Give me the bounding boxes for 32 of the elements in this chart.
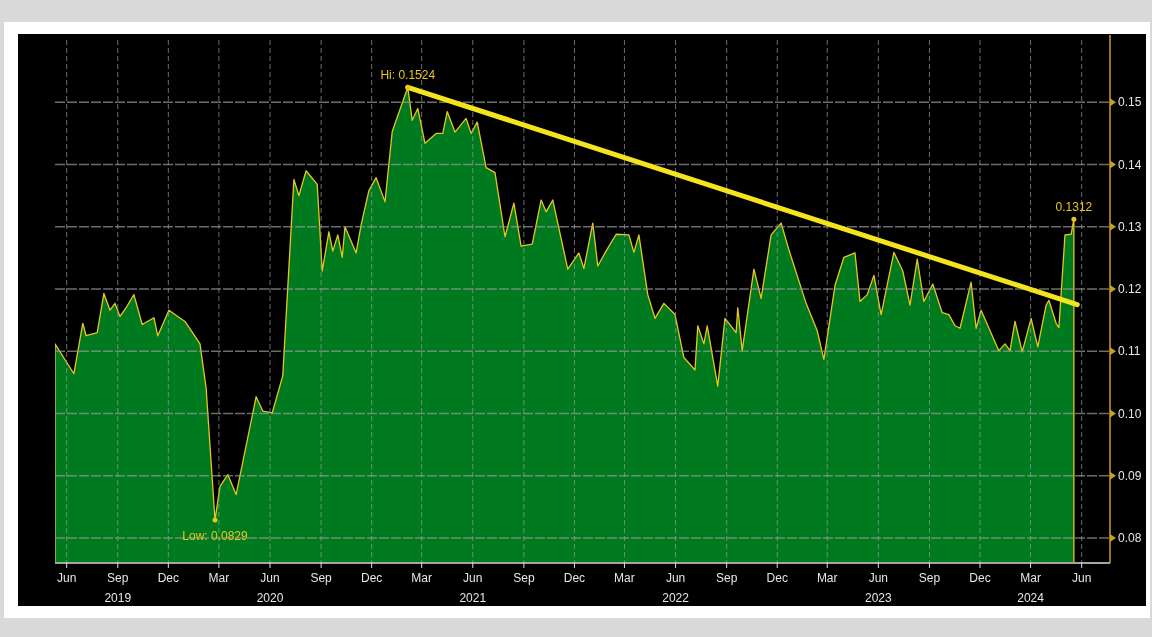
y-tick-label: 0.14 — [1118, 157, 1142, 172]
annotation: 0.1312 — [1055, 200, 1093, 215]
y-tick-label: 0.08 — [1118, 531, 1142, 546]
x-tick-label: Jun 2021 — [459, 571, 487, 605]
x-tick-label: Dec — [157, 571, 180, 585]
x-tick-label: Jun — [1071, 571, 1092, 585]
x-tick-label: Jun 2023 — [864, 571, 892, 605]
x-tick-label: Jun — [56, 571, 77, 585]
x-tick-label: Sep 2019 — [104, 571, 132, 605]
x-tick-label: Mar — [411, 571, 432, 585]
x-tick-label: Sep — [513, 571, 535, 585]
x-tick-label: Sep — [310, 571, 333, 585]
x-tick-label: Mar — [208, 571, 230, 585]
x-tick-label: Jun 2022 — [662, 571, 690, 605]
y-tick-label: 0.10 — [1118, 406, 1142, 421]
x-tick-label: Dec — [563, 571, 586, 585]
x-tick-label: Sep — [715, 571, 738, 585]
y-tick-label: 0.13 — [1118, 219, 1142, 234]
y-tick-label: 0.09 — [1118, 468, 1142, 483]
x-tick-label: Mar — [614, 571, 635, 585]
y-tick-label: 0.12 — [1118, 282, 1142, 297]
annotation: Hi: 0.1524 — [380, 68, 436, 83]
x-tick-label: Jun 2020 — [256, 571, 284, 605]
x-tick-label: Sep — [918, 571, 941, 585]
y-tick-label: 0.11 — [1118, 344, 1141, 359]
x-tick-label: Dec — [766, 571, 788, 585]
x-tick-label: Mar — [816, 571, 838, 585]
y-tick-label: 0.15 — [1118, 95, 1142, 110]
x-tick-label: Dec — [360, 571, 383, 585]
annotation: Low: 0.0829 — [182, 529, 249, 544]
x-tick-label: Mar 2024 — [1017, 571, 1045, 605]
x-tick-label: Dec — [969, 571, 991, 585]
